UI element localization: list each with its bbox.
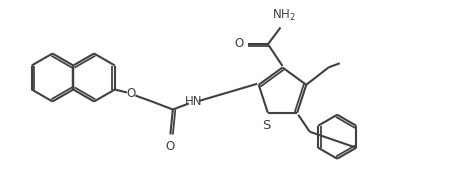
Text: NH$_2$: NH$_2$ — [272, 7, 295, 23]
Text: S: S — [263, 119, 271, 132]
Text: O: O — [126, 87, 135, 100]
Text: HN: HN — [185, 95, 202, 108]
Text: O: O — [234, 37, 243, 50]
Text: O: O — [166, 139, 175, 152]
